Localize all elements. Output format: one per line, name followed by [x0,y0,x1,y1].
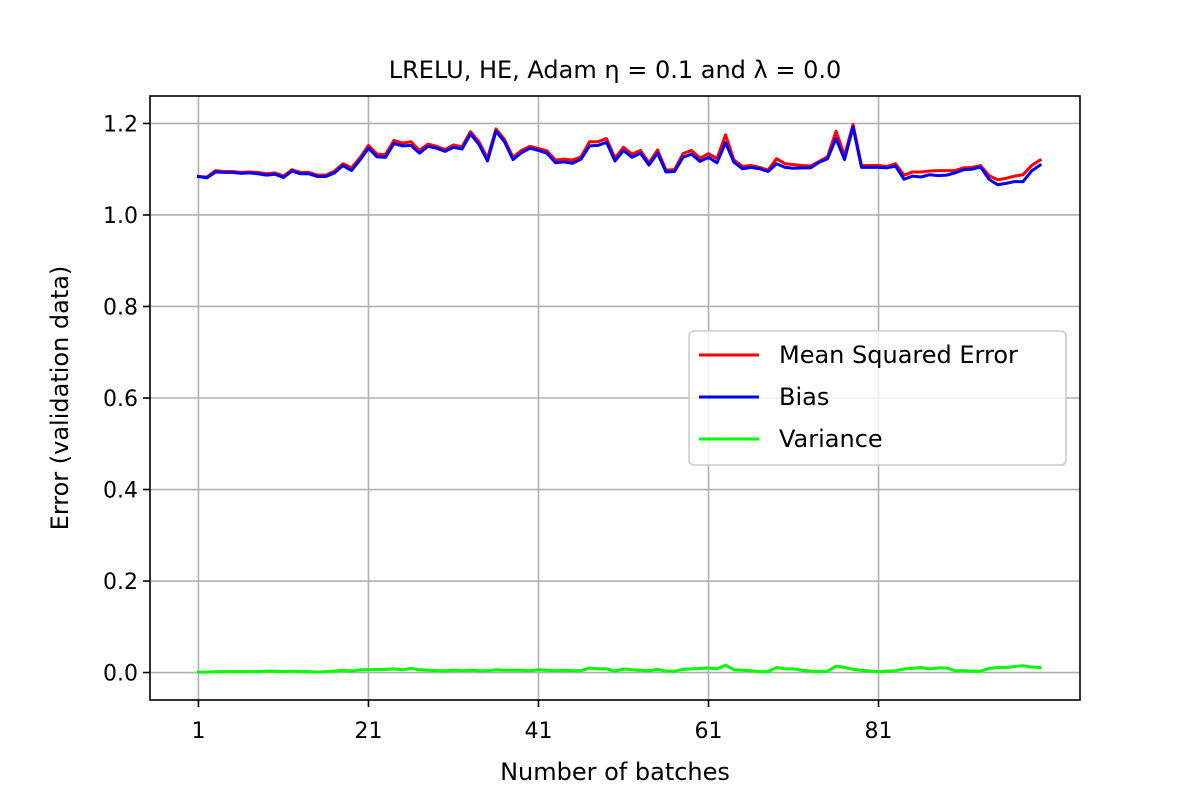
chart-title: LRELU, HE, Adam η = 0.1 and λ = 0.0 [389,56,842,84]
series-layer [196,122,1043,674]
series-variance-line [196,663,1042,674]
x-tick-label: 81 [865,719,893,744]
legend-label-variance: Variance [779,425,883,453]
legend: Mean Squared Error Bias Variance [688,330,1067,466]
y-axis-ticks: 0.0 0.2 0.4 0.6 0.8 1.0 1.2 [103,112,150,687]
x-tick-label: 61 [695,719,723,744]
y-tick-label: 1.0 [103,204,138,229]
series-bias-line [196,125,1043,187]
y-tick-label: 1.2 [103,112,138,137]
y-tick-label: 0.0 [103,662,138,687]
x-tick-label: 21 [354,719,382,744]
x-axis-label: Number of batches [500,758,730,786]
legend-label-bias: Bias [779,383,829,411]
legend-box [688,330,1067,466]
y-tick-label: 0.2 [103,570,138,595]
x-tick-label: 1 [191,719,205,744]
y-tick-label: 0.6 [103,387,138,412]
x-axis-ticks: 1 21 41 61 81 [191,700,893,744]
y-axis-label: Error (validation data) [46,266,74,531]
x-tick-label: 41 [524,719,552,744]
legend-label-mse: Mean Squared Error [779,341,1018,369]
y-tick-label: 0.8 [103,295,138,320]
y-tick-label: 0.4 [103,479,138,504]
